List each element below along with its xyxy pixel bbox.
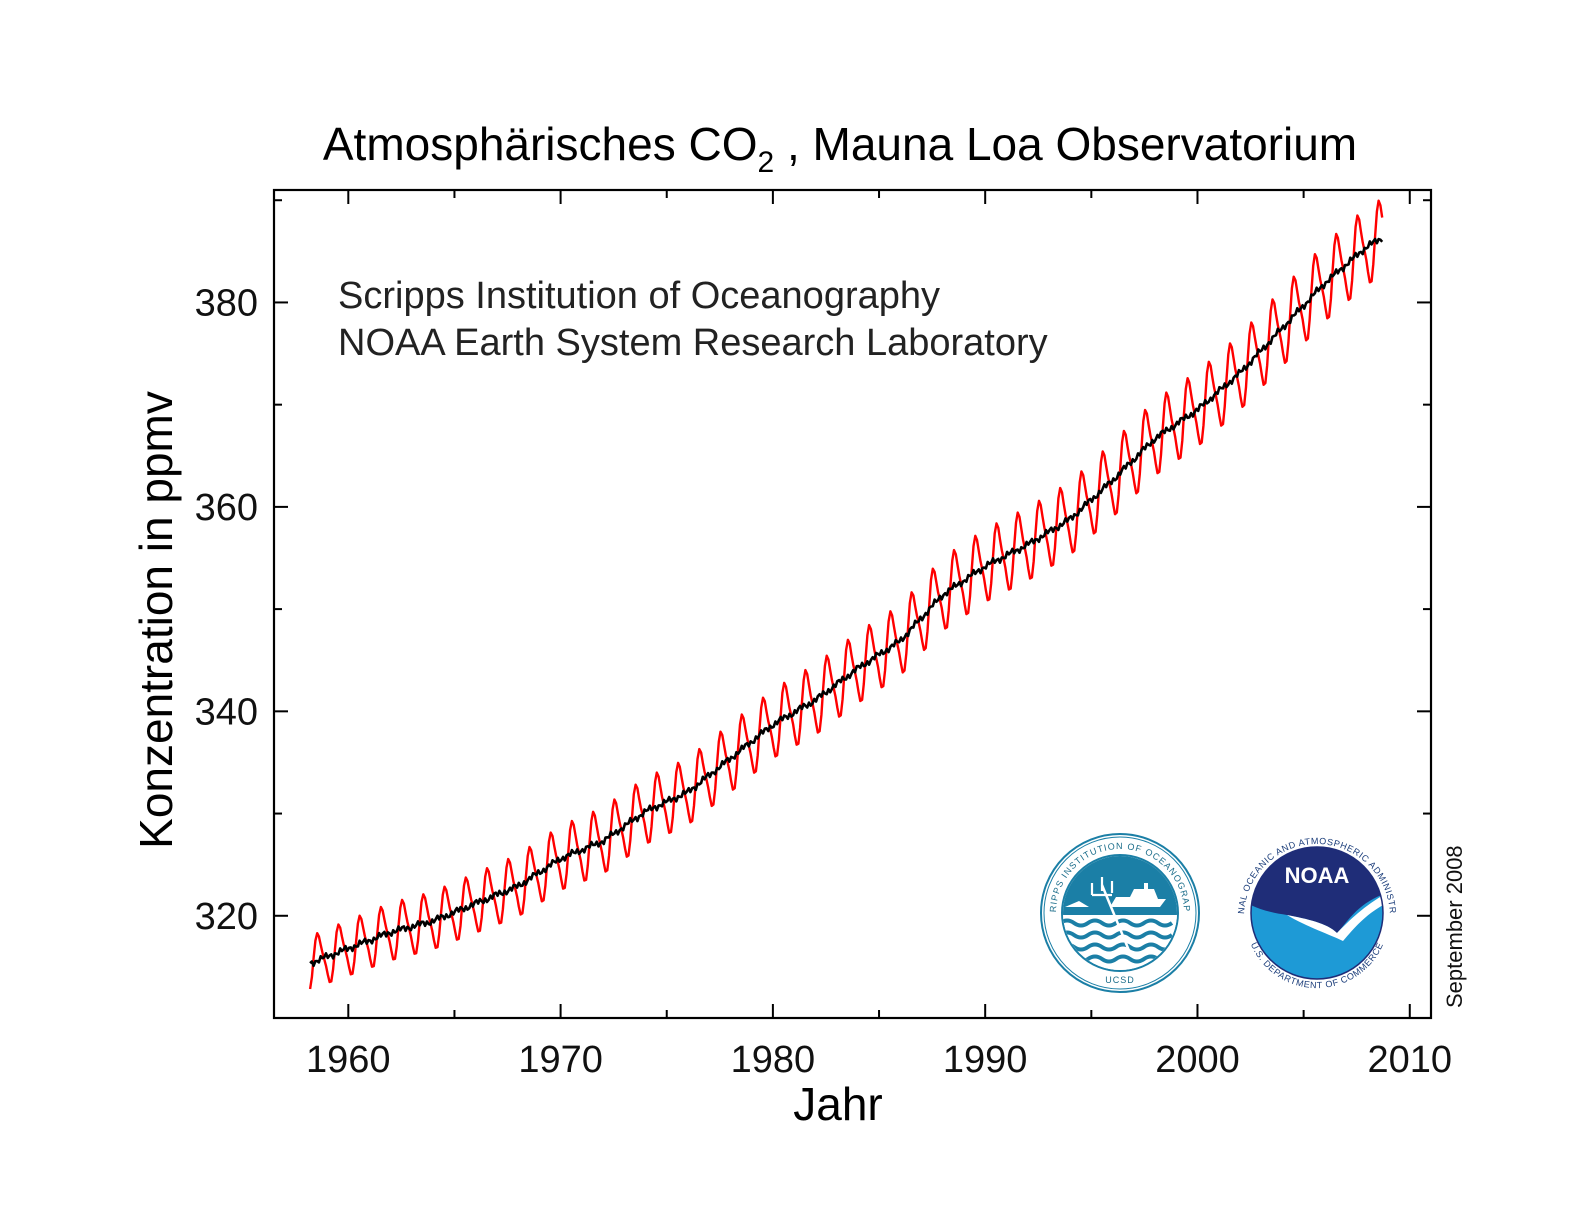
chart-title-subscript: 2 (757, 146, 774, 179)
x-tick-label: 1980 (731, 1039, 816, 1081)
scripps-logo: SCRIPPS INSTITUTION OF OCEANOGRAPHY UCSD (1040, 833, 1200, 993)
monthly-co2-line (308, 199, 1384, 990)
noaa-center-text: NOAA (1285, 863, 1350, 888)
plot-frame (272, 188, 1433, 1020)
y-tick-label: 380 (195, 282, 258, 324)
series-layer (308, 199, 1384, 990)
date-note: September 2008 (1442, 845, 1467, 1008)
annotation-scripps: Scripps Institution of Oceanography (338, 275, 940, 317)
chart-title: Atmosphärisches CO2 , Mauna Loa Observat… (323, 118, 1357, 179)
noaa-logo: NOAA NATIONAL OCEANIC AND ATMOSPHERIC AD… (1235, 831, 1399, 995)
y-axis-label: Konzentration in ppmv (130, 391, 182, 849)
x-axis: 1960 1970 1980 1990 2000 2010 (306, 190, 1452, 1081)
x-tick-label: 2010 (1367, 1039, 1452, 1081)
x-tick-label: 2000 (1155, 1039, 1240, 1081)
x-tick-label: 1990 (943, 1039, 1028, 1081)
scripps-ucsd-text: UCSD (1105, 975, 1135, 985)
y-tick-label: 340 (195, 691, 258, 733)
trend-co2-line (309, 237, 1384, 968)
chart-title-main: Atmosphärisches CO (323, 118, 758, 170)
x-axis-label: Jahr (793, 1078, 882, 1130)
x-tick-label: 1970 (518, 1039, 603, 1081)
x-tick-label: 1960 (306, 1039, 391, 1081)
annotation-noaa: NOAA Earth System Research Laboratory (338, 322, 1048, 364)
y-tick-label: 320 (195, 896, 258, 938)
chart-title-suffix: , Mauna Loa Observatorium (774, 118, 1357, 170)
y-axis: 320 340 360 380 (195, 199, 1431, 938)
y-tick-label: 360 (195, 487, 258, 529)
